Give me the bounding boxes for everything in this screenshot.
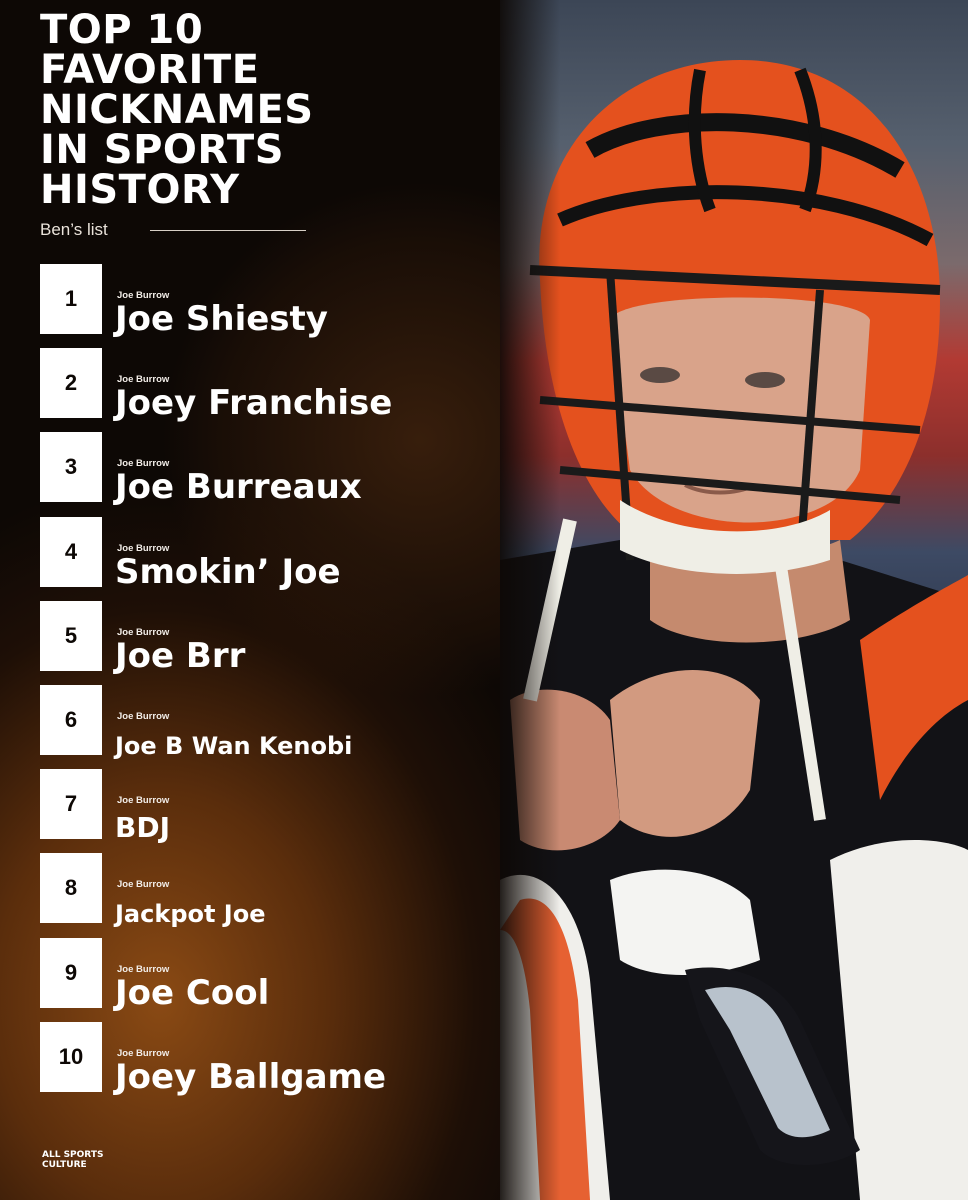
player-photo: [500, 0, 968, 1200]
brand-line: CULTURE: [42, 1160, 87, 1170]
player-name: Joe Burrow: [117, 795, 170, 807]
rank-badge: 5: [40, 600, 102, 671]
player-name: Joe Burrow: [117, 710, 170, 722]
rank-badge: 2: [40, 348, 102, 419]
nickname: Joe Cool: [115, 972, 270, 1013]
nickname-list: 1 Joe Burrow Joe Shiesty 2 Joe Burrow Jo…: [40, 264, 490, 1106]
rank-badge: 6: [40, 684, 102, 755]
player-name: Joe Burrow: [117, 290, 170, 301]
nickname: Joey Franchise: [115, 383, 393, 424]
brand-line: ALL SPORTS: [42, 1150, 104, 1160]
list-item: 5 Joe Burrow Joe Brr: [40, 600, 490, 676]
title-line: FAVORITE: [40, 47, 260, 93]
nickname: Joe Burreaux: [115, 467, 362, 508]
rank-badge: 8: [40, 853, 102, 924]
list-item: 7 Joe Burrow BDJ: [40, 769, 490, 844]
player-name: Joe Burrow: [117, 374, 170, 386]
list-item: 3 Joe Burrow Joe Burreaux: [40, 432, 490, 508]
list-item: 4 Joe Burrow Smokin’ Joe: [40, 516, 490, 592]
rank-badge: 9: [40, 937, 102, 1008]
rank-badge: 7: [40, 769, 102, 840]
list-item: 10 Joe Burrow Joey Ballgame: [40, 1021, 490, 1097]
nickname: Joe B Wan Kenobi: [115, 731, 353, 760]
title-line: IN SPORTS: [40, 127, 285, 173]
player-illustration: [500, 60, 968, 1200]
rank-badge: 4: [40, 516, 102, 587]
nickname: BDJ: [115, 811, 171, 845]
player-name: Joe Burrow: [117, 879, 170, 891]
player-name: Joe Burrow: [117, 963, 170, 975]
player-name: Joe Burrow: [117, 542, 170, 554]
page-title: TOP 10 FAVORITE NICKNAMES IN SPORTS HIST…: [40, 10, 314, 210]
rank-badge: 10: [40, 1021, 102, 1092]
title-line: NICKNAMES: [40, 87, 314, 133]
subtitle-divider: [150, 230, 306, 231]
nickname: Smokin’ Joe: [115, 551, 341, 592]
list-item: 9 Joe Burrow Joe Cool: [40, 937, 490, 1013]
photo-edge-fade: [500, 0, 560, 1200]
player-name: Joe Burrow: [117, 1047, 170, 1059]
nickname: Joe Brr: [115, 635, 246, 676]
nickname: Joey Ballgame: [115, 1056, 387, 1097]
subtitle: Ben’s list: [40, 220, 108, 239]
title-line: HISTORY: [40, 167, 240, 213]
list-item: 8 Joe Burrow Jackpot Joe: [40, 853, 490, 928]
list-item: 2 Joe Burrow Joey Franchise: [40, 348, 490, 424]
rank-badge: 3: [40, 432, 102, 503]
list-item: 6 Joe Burrow Joe B Wan Kenobi: [40, 684, 490, 760]
player-name: Joe Burrow: [117, 458, 170, 470]
nickname: Jackpot Joe: [115, 900, 266, 929]
brand-logo: ALL SPORTS CULTURE: [42, 1150, 103, 1170]
rank-badge: 1: [40, 264, 102, 334]
list-item: 1 Joe Burrow Joe Shiesty: [40, 264, 490, 339]
nickname: Joe Shiesty: [115, 299, 328, 339]
title-line: TOP 10: [40, 7, 204, 53]
player-name: Joe Burrow: [117, 626, 170, 638]
